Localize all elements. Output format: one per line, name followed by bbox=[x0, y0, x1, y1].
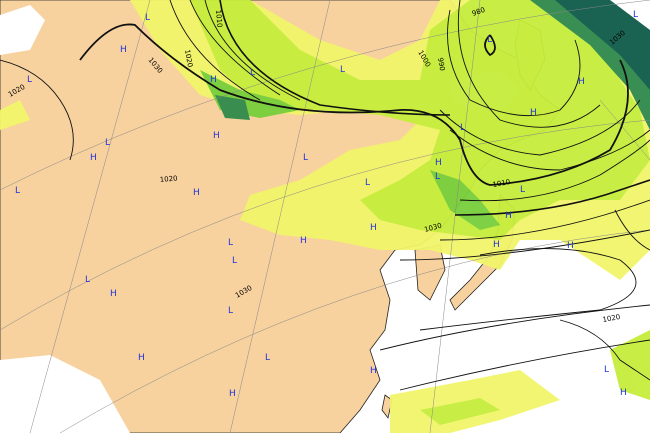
arctic-sea bbox=[0, 5, 45, 55]
low-pressure-marker: L bbox=[460, 123, 465, 133]
high-pressure-marker: H bbox=[370, 366, 377, 376]
low-pressure-marker: L bbox=[365, 178, 370, 188]
high-pressure-marker: H bbox=[193, 188, 200, 198]
high-pressure-marker: H bbox=[138, 353, 145, 363]
high-pressure-marker: H bbox=[505, 211, 512, 221]
isobar-label: 1010 bbox=[492, 178, 511, 189]
low-pressure-marker: L bbox=[487, 35, 492, 45]
low-pressure-marker: L bbox=[232, 256, 237, 266]
low-pressure-marker: L bbox=[15, 186, 20, 196]
high-pressure-marker: H bbox=[620, 388, 627, 398]
high-pressure-marker: H bbox=[530, 108, 537, 118]
low-pressure-marker: L bbox=[145, 13, 150, 23]
low-pressure-marker: L bbox=[27, 75, 32, 85]
high-pressure-marker: H bbox=[370, 223, 377, 233]
low-pressure-marker: L bbox=[435, 172, 440, 182]
high-pressure-marker: H bbox=[567, 241, 574, 251]
isobar-label: 1020 bbox=[159, 174, 177, 184]
south-sea bbox=[0, 355, 130, 433]
low-pressure-marker: L bbox=[228, 238, 233, 248]
isobar-label: 990 bbox=[436, 57, 446, 72]
low-pressure-marker: L bbox=[520, 185, 525, 195]
low-pressure-marker: L bbox=[250, 68, 255, 78]
low-pressure-marker: L bbox=[85, 275, 90, 285]
low-pressure-marker: L bbox=[633, 10, 638, 20]
low-pressure-marker: L bbox=[228, 306, 233, 316]
high-pressure-marker: H bbox=[90, 153, 97, 163]
isobar-label: 1020 bbox=[602, 313, 621, 324]
low-pressure-marker: L bbox=[340, 65, 345, 75]
high-pressure-marker: H bbox=[110, 289, 117, 299]
low-pressure-marker: L bbox=[604, 365, 609, 375]
isobar-label: 1020 bbox=[183, 49, 194, 68]
high-pressure-marker: H bbox=[435, 158, 442, 168]
high-pressure-marker: H bbox=[120, 45, 127, 55]
high-pressure-marker: H bbox=[493, 240, 500, 250]
high-pressure-marker: H bbox=[578, 77, 585, 87]
high-pressure-marker: H bbox=[229, 389, 236, 399]
high-pressure-marker: H bbox=[210, 75, 217, 85]
low-pressure-marker: L bbox=[303, 153, 308, 163]
isobar-label: 1010 bbox=[214, 9, 224, 27]
low-pressure-marker: L bbox=[265, 353, 270, 363]
low-pressure-marker: L bbox=[105, 138, 110, 148]
isobars bbox=[0, 0, 650, 391]
high-pressure-marker: H bbox=[300, 236, 307, 246]
high-pressure-marker: H bbox=[213, 131, 220, 141]
land-taiwan bbox=[381, 394, 393, 419]
